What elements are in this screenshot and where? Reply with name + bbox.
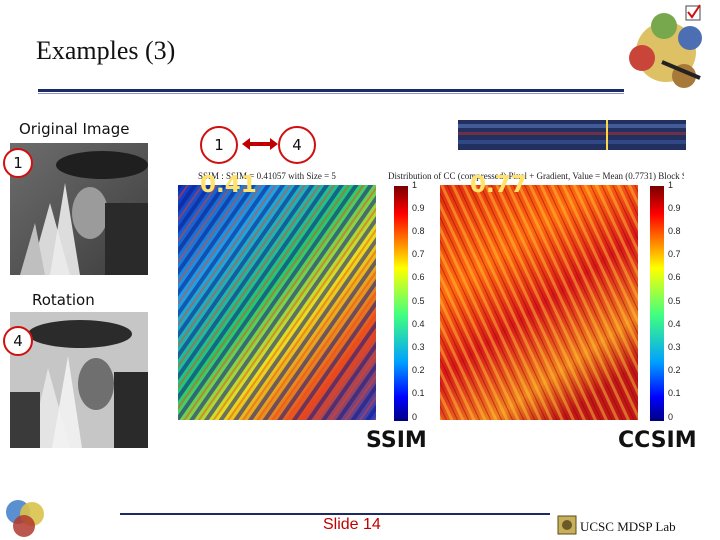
ccsim-colorbar	[650, 186, 664, 421]
colorbar-tick: 1	[668, 180, 674, 190]
ccsim-colorbar-ticks: 1 0.9 0.8 0.7 0.6 0.5 0.4 0.3 0.2 0.1 0	[668, 180, 692, 430]
colorbar-tick: 0.7	[412, 249, 425, 259]
compare-from-badge: 1	[200, 126, 238, 164]
double-arrow-icon	[242, 138, 278, 150]
colorbar-tick: 1	[412, 180, 418, 190]
rotation-label: Rotation	[32, 291, 95, 309]
colorbar-tick: 0.7	[668, 249, 681, 259]
marker-original-1: 1	[3, 148, 33, 178]
ssim-map	[178, 185, 376, 420]
colorbar-tick: 0.3	[668, 342, 681, 352]
colorbar-tick: 0.8	[412, 226, 425, 236]
colorbar-tick: 0.5	[412, 296, 425, 306]
colorbar-tick: 0.4	[668, 319, 681, 329]
footer-divider	[120, 513, 550, 515]
colorbar-tick: 0.6	[412, 272, 425, 282]
ssim-label: SSIM	[366, 428, 427, 453]
colorbar-tick: 0.2	[668, 365, 681, 375]
lab-name: UCSC MDSP Lab	[580, 519, 676, 534]
ssim-score: 0.41	[200, 172, 257, 198]
lab-emblem-icon	[557, 515, 577, 535]
title-underline-thin	[38, 93, 624, 94]
compare-to-badge: 4	[278, 126, 316, 164]
slide-number: Slide 14	[323, 516, 381, 533]
ccsim-map	[440, 185, 638, 420]
colorbar-tick: 0.8	[668, 226, 681, 236]
ccsim-caption: Distribution of CC (compressed) Pixel + …	[388, 171, 684, 181]
ccsim-label: CCSIM	[618, 428, 697, 453]
orbs-logo-icon	[6, 500, 44, 537]
marker-rotation-4: 4	[3, 326, 33, 356]
ccsim-score: 0.77	[470, 172, 527, 198]
rotated-image	[10, 312, 148, 448]
colorbar-tick: 0	[668, 412, 674, 422]
title-underline	[38, 89, 624, 92]
colorbar-tick: 0.6	[668, 272, 681, 282]
slide-title: Examples (3)	[36, 36, 176, 65]
colorbar-tick: 0.9	[668, 203, 681, 213]
colorbar-tick: 0.9	[412, 203, 425, 213]
colorbar-tick: 0.5	[668, 296, 681, 306]
original-image-label: Original Image	[19, 120, 130, 138]
original-image	[10, 143, 148, 275]
colorbar-tick: 0	[412, 412, 418, 422]
colorbar-tick: 0.2	[412, 365, 425, 375]
colorbar-tick: 0.1	[412, 388, 425, 398]
histogram-strip	[452, 118, 692, 154]
mdsp-logo-icon	[629, 4, 702, 88]
ssim-colorbar	[394, 186, 408, 421]
colorbar-tick: 0.3	[412, 342, 425, 352]
ssim-caption: SSIM : SSIM = 0.41057 with Size = 5	[198, 171, 336, 181]
colorbar-tick: 0.4	[412, 319, 425, 329]
ssim-colorbar-ticks: 1 0.9 0.8 0.7 0.6 0.5 0.4 0.3 0.2 0.1 0	[412, 180, 436, 430]
colorbar-tick: 0.1	[668, 388, 681, 398]
